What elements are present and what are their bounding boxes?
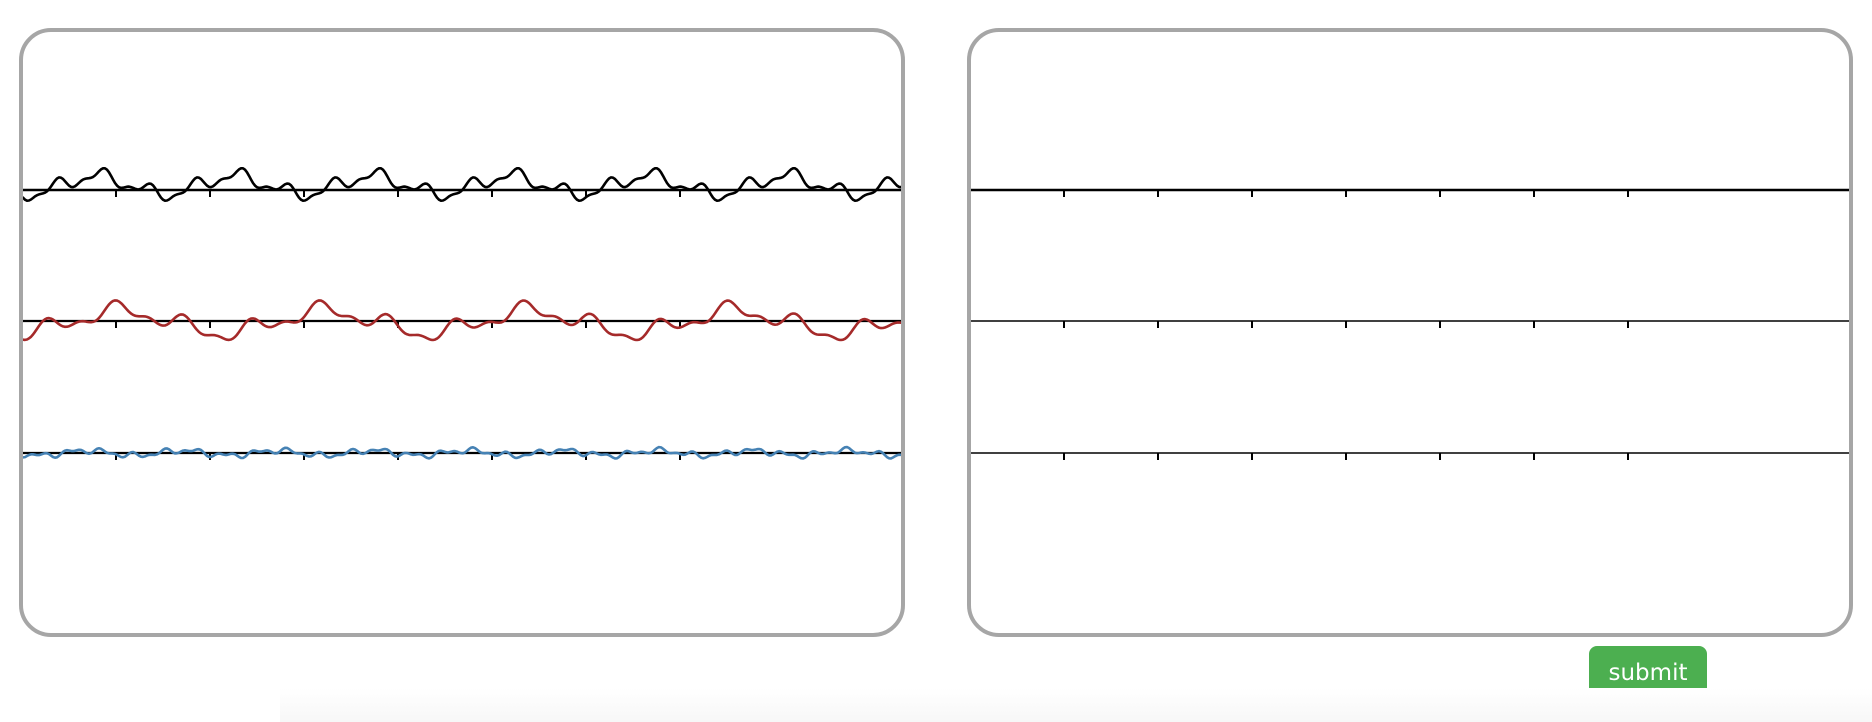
reference-signals-plot xyxy=(23,167,901,460)
drawing-canvas-panel[interactable] xyxy=(967,28,1853,637)
signal-trace xyxy=(23,299,901,342)
reference-signals-panel xyxy=(19,28,905,637)
signal-trace xyxy=(23,445,901,460)
page-footer-shade xyxy=(280,688,1872,722)
drawing-canvas-plot[interactable] xyxy=(971,32,1849,633)
signal-trace xyxy=(23,167,901,202)
